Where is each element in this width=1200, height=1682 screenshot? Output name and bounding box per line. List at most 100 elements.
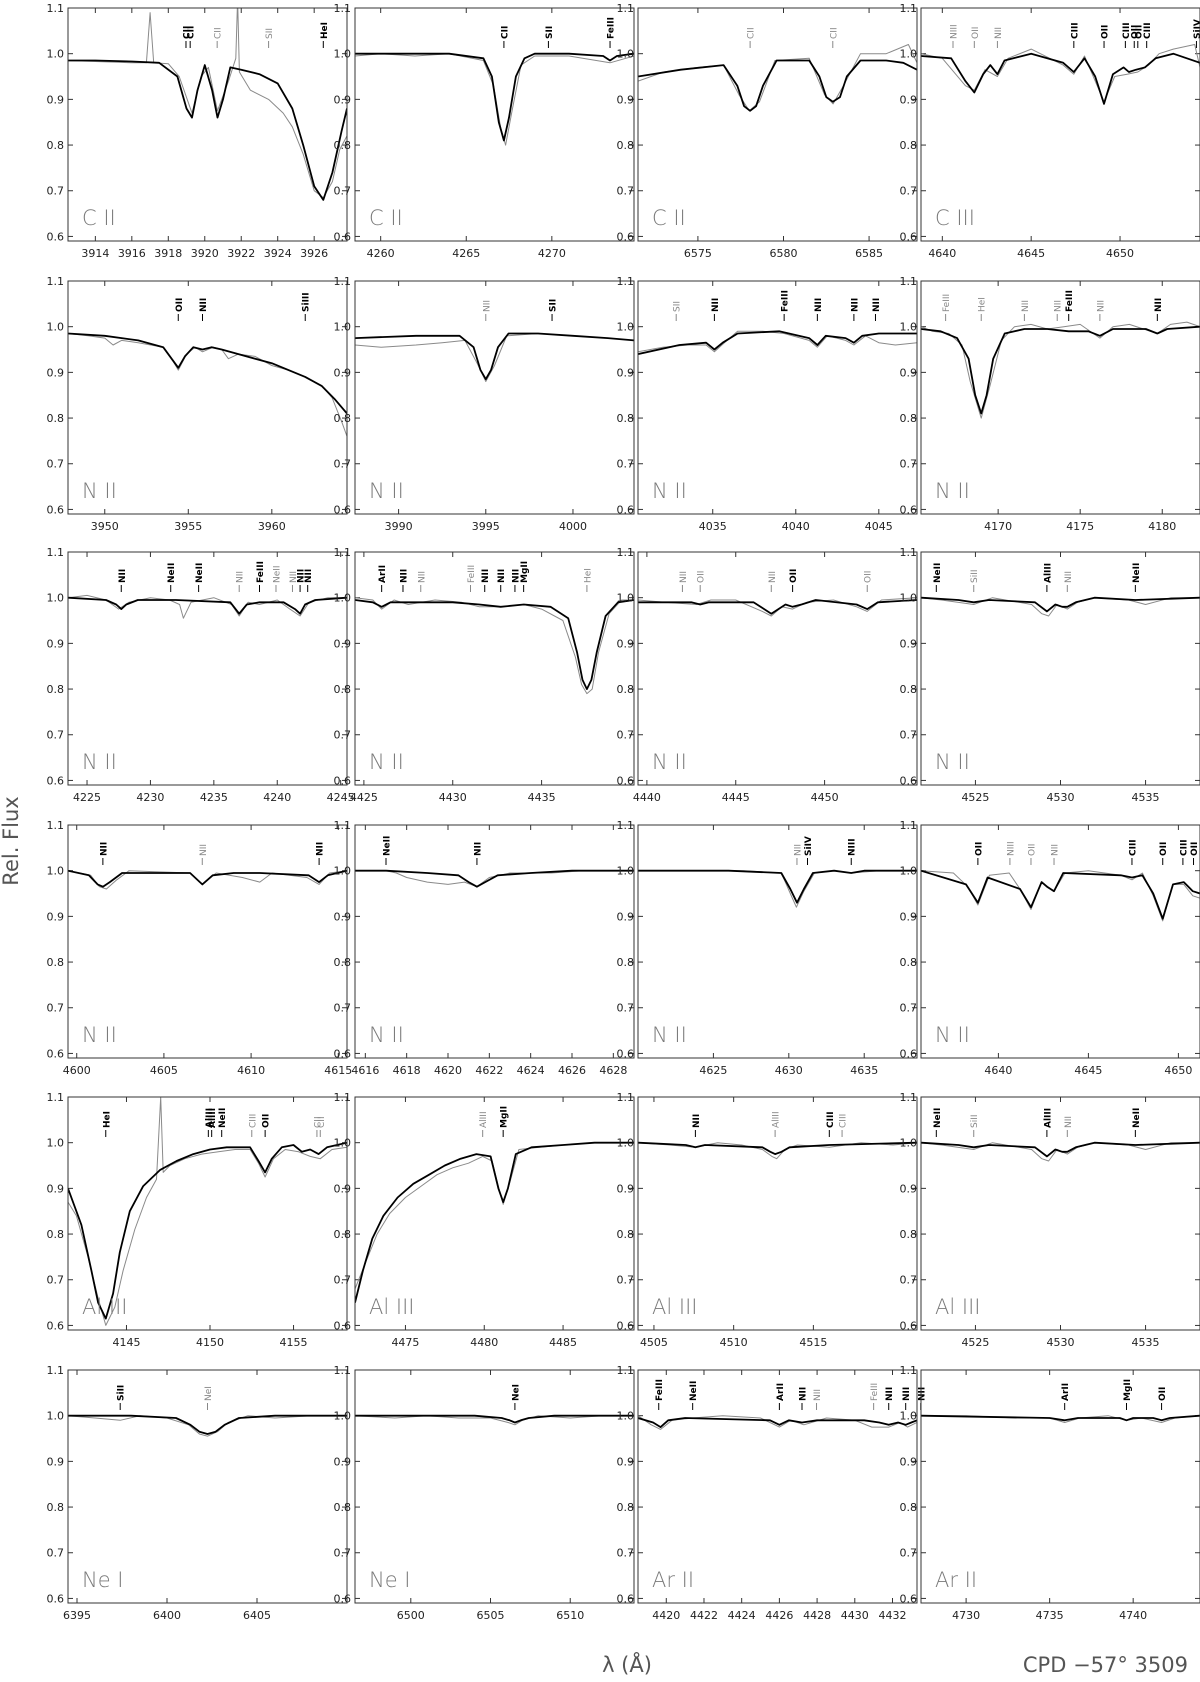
line-id-label: SII: [673, 301, 683, 312]
y-tick-label: 0.8: [617, 1228, 635, 1241]
x-tick-label: 3926: [300, 247, 328, 260]
y-tick-label: 0.6: [334, 1592, 352, 1605]
line-id-label: NII: [994, 27, 1004, 39]
model-spectrum-line: [638, 330, 917, 355]
panel-frame: [637, 1096, 918, 1331]
line-id-label: ArII: [378, 565, 388, 583]
line-id-label: HeI: [978, 297, 988, 312]
y-tick-label: 0.6: [47, 230, 65, 243]
y-tick-label: 1.1: [900, 1364, 918, 1377]
x-tick-label: 4424: [728, 1609, 756, 1622]
line-id-label: AlIII: [1043, 563, 1053, 583]
line-id-label: NII: [1054, 300, 1064, 312]
line-id-label: HeI: [583, 568, 593, 583]
y-tick-label: 1.0: [47, 592, 65, 605]
x-tick-label: 4430: [439, 791, 467, 804]
y-tick-label: 1.0: [334, 1137, 352, 1150]
x-axis-label: λ (Å): [602, 1651, 652, 1677]
y-tick-label: 0.7: [617, 1274, 635, 1287]
x-tick-label: 4225: [73, 791, 101, 804]
spectrum-panel: 0.6 0.7 0.8 0.9 1.0 1.1 4600 4605 4610 4615 NII NII…: [47, 819, 353, 1077]
line-id-label: OII: [1134, 25, 1144, 39]
model-spectrum-line: [355, 1414, 634, 1424]
y-tick-label: 0.6: [617, 1047, 635, 1060]
ion-label: N II: [369, 479, 404, 503]
line-id-label: OII: [262, 1114, 272, 1128]
x-tick-label: 4624: [517, 1064, 545, 1077]
x-tick-label: 3924: [264, 247, 292, 260]
line-id-label: AlIII: [205, 1108, 215, 1128]
line-id-label: NII: [902, 1387, 912, 1401]
x-tick-label: 4432: [878, 1609, 906, 1622]
y-tick-label: 0.9: [617, 1182, 635, 1195]
y-tick-label: 1.1: [334, 275, 352, 288]
panel-frame: [637, 280, 918, 515]
x-tick-label: 4450: [811, 791, 839, 804]
line-id-label: NII: [118, 569, 128, 583]
y-tick-label: 1.0: [617, 865, 635, 878]
line-id-label: NII: [813, 1389, 823, 1401]
line-id-label: CII: [317, 1116, 327, 1128]
x-tick-label: 4630: [775, 1064, 803, 1077]
y-tick-label: 0.9: [900, 637, 918, 650]
y-tick-label: 0.7: [47, 1547, 65, 1560]
line-id-label: NeII: [933, 1108, 943, 1128]
spectrum-panel: 0.6 0.7 0.8 0.9 1.0 1.1 4625 4630 4635 NII SiIV NII…: [617, 819, 918, 1077]
line-id-label: NeI: [204, 1386, 214, 1401]
line-id-label: NII: [199, 844, 209, 856]
observed-spectrum-line: [68, 8, 347, 199]
observed-spectrum-line: [355, 597, 634, 695]
y-tick-label: 0.6: [617, 230, 635, 243]
x-tick-label: 4480: [470, 1336, 498, 1349]
line-id-label: CII: [829, 27, 839, 39]
model-spectrum-line: [68, 869, 347, 888]
x-tick-label: 6580: [769, 247, 797, 260]
y-tick-label: 0.7: [47, 729, 65, 742]
x-tick-label: 4428: [803, 1609, 831, 1622]
line-id-label: CII: [747, 27, 757, 39]
spectrum-panel: 0.6 0.7 0.8 0.9 1.0 1.1 3914 3916 3918 3920 3922 39…: [47, 2, 348, 260]
y-tick-label: 0.8: [334, 412, 352, 425]
x-tick-label: 4645: [1074, 1064, 1102, 1077]
line-id-label: NII: [511, 569, 521, 583]
line-id-label: NII: [768, 571, 778, 583]
y-tick-label: 0.8: [900, 956, 918, 969]
line-id-label: HeI: [102, 1111, 112, 1128]
panel-frame: [67, 1369, 348, 1604]
line-id-label: CIII: [1070, 22, 1080, 39]
y-tick-label: 0.8: [334, 139, 352, 152]
model-spectrum-line: [638, 59, 917, 112]
line-id-label: NeII: [272, 565, 282, 583]
y-tick-label: 1.1: [47, 1091, 65, 1104]
model-spectrum-line: [638, 869, 917, 904]
line-id-label: AlIII: [208, 1108, 218, 1128]
y-tick-label: 1.1: [334, 2, 352, 15]
y-tick-label: 0.9: [334, 1182, 352, 1195]
x-tick-label: 4640: [984, 1064, 1012, 1077]
y-tick-label: 1.0: [900, 592, 918, 605]
panel-frame: [637, 1369, 918, 1604]
panel-grid: 0.6 0.7 0.8 0.9 1.0 1.1 3914 3916 3918 3920 3922 39…: [47, 2, 1200, 1622]
y-tick-label: 0.8: [334, 1501, 352, 1514]
model-spectrum-line: [921, 1414, 1200, 1422]
x-tick-label: 4650: [1106, 247, 1134, 260]
ion-label: Al III: [82, 1295, 127, 1319]
y-tick-label: 0.9: [334, 637, 352, 650]
model-spectrum-line: [638, 1141, 917, 1155]
y-tick-label: 0.7: [334, 185, 352, 198]
panel-frame: [920, 7, 1200, 242]
panel-frame: [920, 1096, 1200, 1331]
panel-frame: [920, 824, 1200, 1059]
line-id-label: FeIII: [942, 294, 952, 312]
line-id-label: NIII: [949, 24, 959, 39]
x-tick-label: 3960: [258, 520, 286, 533]
line-id-label: NII: [236, 571, 246, 583]
line-id-label: NII: [316, 842, 326, 856]
x-tick-label: 4530: [1047, 1336, 1075, 1349]
y-tick-label: 0.8: [47, 683, 65, 696]
x-tick-label: 4170: [984, 520, 1012, 533]
y-tick-label: 1.1: [900, 275, 918, 288]
y-tick-label: 1.1: [900, 819, 918, 832]
y-tick-label: 0.8: [47, 1501, 65, 1514]
panel-frame: [354, 7, 635, 242]
